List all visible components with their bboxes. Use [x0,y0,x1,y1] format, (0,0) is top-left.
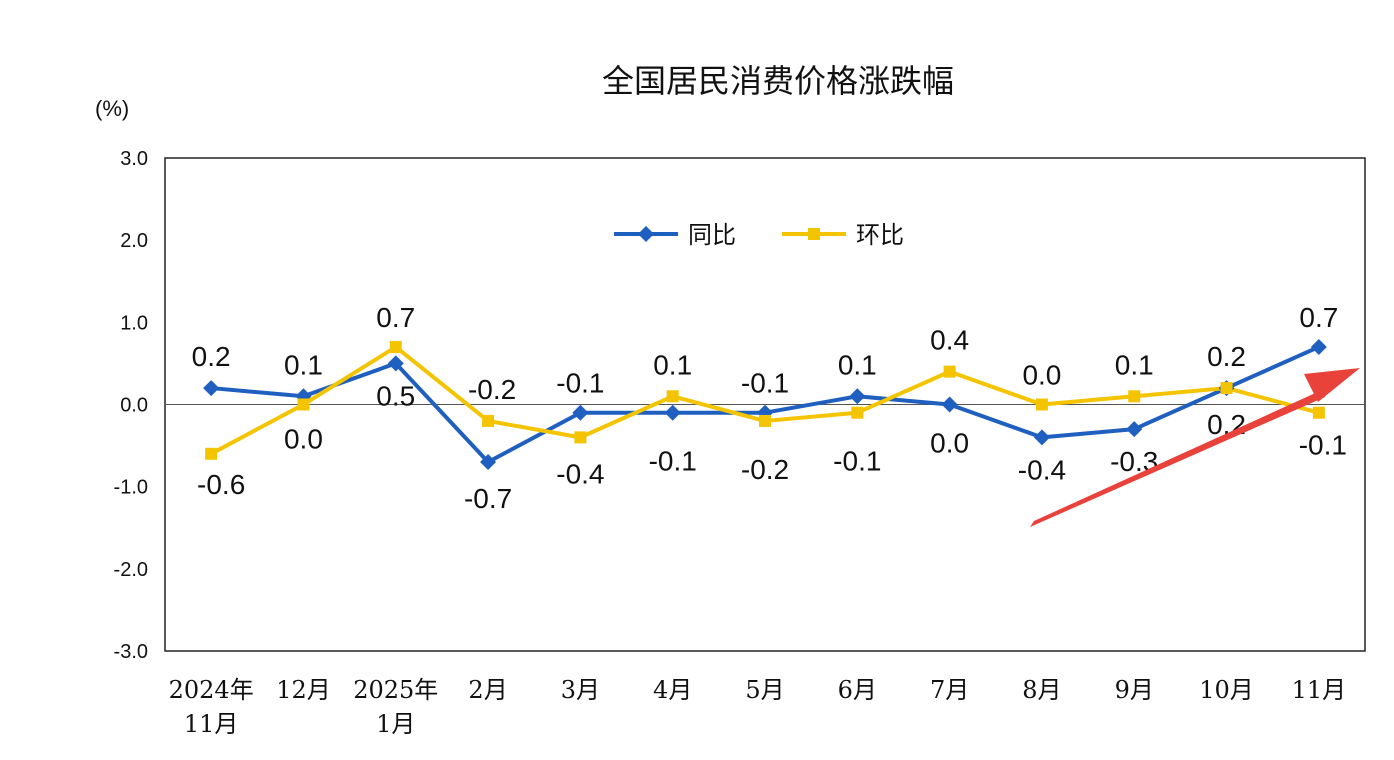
data-point-mom [1220,382,1233,395]
legend-marker [638,226,654,242]
data-point-mom [574,431,587,444]
x-tick-label: 5月 [745,676,784,704]
data-label-mom: -0.2 [468,374,516,405]
data-label-mom: -0.1 [1299,430,1347,461]
data-point-yoy [664,404,681,421]
y-unit-label: (%) [95,96,129,121]
legend-marker [808,228,820,240]
data-point-mom [205,447,218,460]
x-tick-label: 3月 [561,676,600,704]
data-point-yoy [849,388,866,405]
x-tick-label: 9月 [1115,676,1154,704]
legend-label: 同比 [688,221,736,249]
x-tick-label: 4月 [653,676,692,704]
data-point-mom [1128,390,1141,403]
x-tick-label: 6月 [838,676,877,704]
data-label-mom: 0.0 [284,424,323,455]
data-label-mom: 0.7 [376,302,415,333]
data-point-yoy [387,355,404,372]
data-point-mom [389,340,402,353]
data-point-mom [759,414,771,427]
x-tick-label: 2月 [468,676,507,704]
data-point-yoy [1033,429,1050,446]
y-tick-label: -3.0 [114,641,148,663]
y-tick-label: -1.0 [114,477,148,499]
data-label-mom: -0.2 [741,454,789,485]
data-label-mom: -0.6 [197,469,245,500]
data-label-yoy: 0.2 [192,341,231,372]
x-tick-label: 2024年 11月 [169,676,254,738]
trend-arrow [1030,368,1360,527]
x-tick-label: 12月 [276,676,331,704]
data-labels: 0.2 0.10.5-0.7-0.1-0.1-0.10.10.0-0.4 -0.30… [192,302,1347,514]
data-point-mom [1035,398,1048,411]
x-tick-label: 2025年 1月 [353,676,438,738]
data-label-yoy: 0.0 [930,428,969,459]
data-label-yoy: -0.4 [1018,454,1066,485]
data-label-yoy: -0.1 [556,368,604,399]
data-point-mom [297,398,310,411]
data-label-mom: 0.0 [1022,360,1061,391]
data-point-yoy [1126,421,1143,438]
y-tick-label: 3.0 [120,148,148,170]
data-label-mom: 0.1 [1115,349,1154,380]
data-point-yoy [480,454,497,471]
data-point-mom [1312,406,1325,419]
data-point-mom [666,390,679,403]
y-tick-label: 1.0 [120,312,148,334]
data-label-mom: 0.1 [653,349,692,380]
x-axis-ticks: 2024年 11月 12月 2025年 1月 2月 3月 4月 5月 6月 7月 8月 9月 10月 11月 [169,676,1347,738]
arrow-head [1304,368,1360,402]
data-label-yoy: 0.5 [376,380,415,411]
y-tick-label: 0.0 [120,395,148,417]
x-tick-label: 8月 [1022,676,1061,704]
data-label-yoy: -0.7 [464,483,512,514]
data-point-yoy [941,396,958,413]
data-point-mom [482,414,495,427]
y-axis-ticks: 3.0 2.0 1.0 0.0 -1.0 -2.0 -3.0 [114,148,148,663]
data-label-mom: 0.4 [930,325,969,356]
data-point-yoy [1310,338,1327,355]
y-tick-label: 2.0 [120,230,148,252]
legend: 同比 环比 [614,221,904,249]
y-tick-label: -2.0 [114,559,148,581]
chart-title: 全国居民消费价格涨跌幅 [602,62,954,100]
x-tick-label: 7月 [930,676,969,704]
data-label-yoy: 0.7 [1299,302,1338,333]
data-point-mom [943,365,956,378]
data-point-mom [851,406,864,419]
x-tick-label: 10月 [1199,676,1254,704]
data-point-yoy [203,380,220,397]
data-label-yoy: 0.1 [284,349,323,380]
data-label-mom: -0.1 [833,446,881,477]
data-label-yoy: -0.1 [649,446,697,477]
data-point-yoy [572,404,589,421]
data-label-yoy: 0.1 [838,349,877,380]
data-label-yoy: 0.2 [1207,341,1246,372]
arrow-shaft [1030,390,1325,527]
data-label-yoy: -0.1 [741,368,789,399]
series-markers [203,338,1327,471]
x-tick-label: 11月 [1292,676,1347,704]
data-label-mom: -0.4 [556,458,604,489]
legend-label: 环比 [856,221,904,249]
